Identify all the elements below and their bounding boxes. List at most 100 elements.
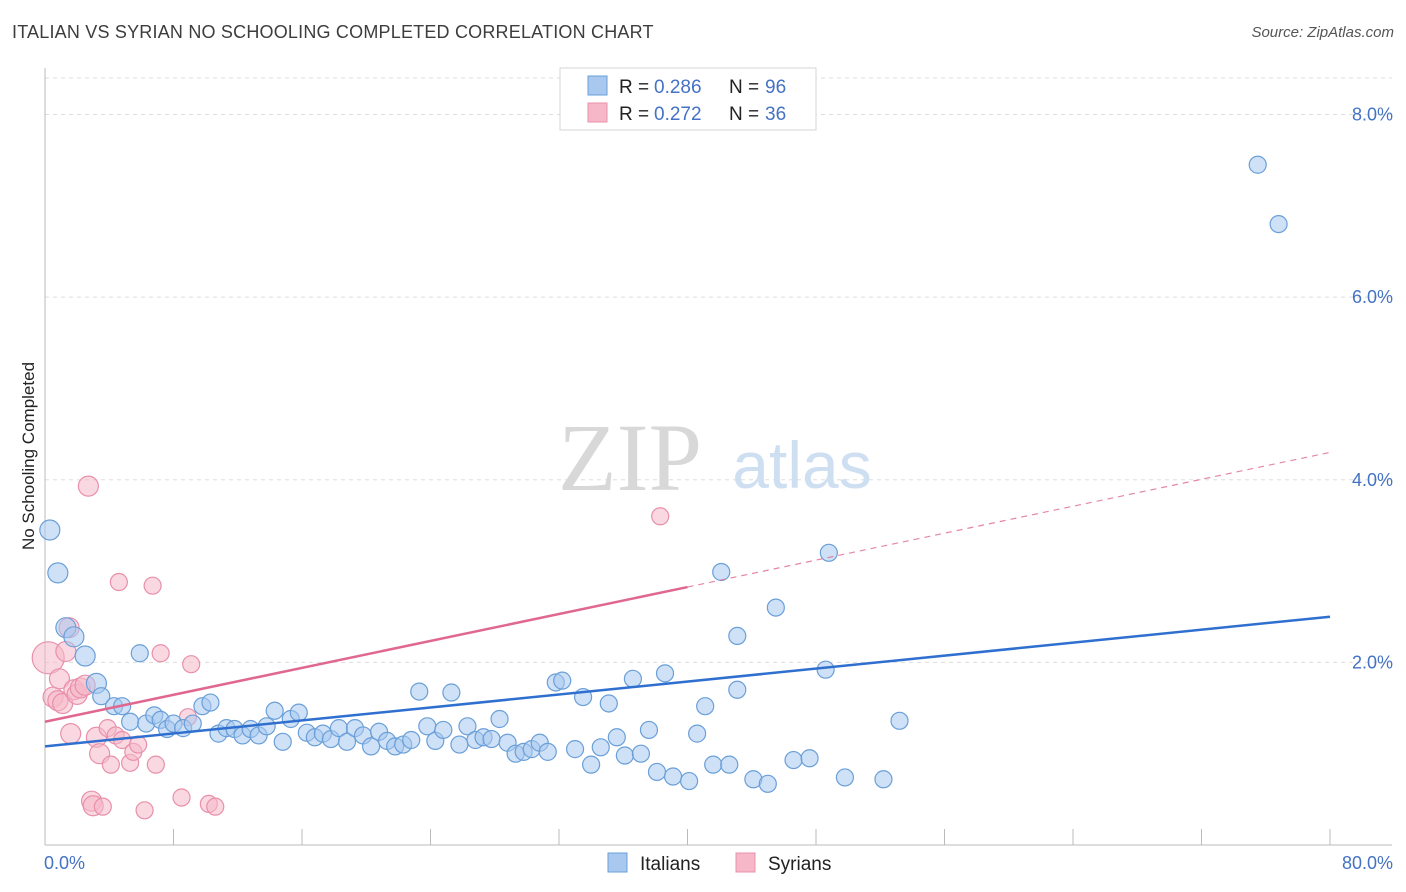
- italians-point-77: [680, 771, 699, 791]
- italians-point-82: [720, 755, 739, 774]
- italians-point-80: [704, 755, 723, 774]
- italians-point-92: [835, 768, 855, 787]
- italians-trend-line: [44, 615, 1331, 748]
- legend-r-value-syrians: 0.272: [654, 104, 702, 125]
- italians-point-17: [183, 714, 202, 733]
- italians-point-6: [92, 687, 111, 706]
- trend-lines: [44, 451, 1331, 748]
- italians-point-50: [450, 735, 469, 754]
- legend-r-label-italians: R =: [619, 77, 649, 98]
- bottom-legend-italians: Italians: [640, 854, 700, 875]
- italians-point-0: [39, 519, 61, 541]
- italians-point-26: [257, 717, 276, 736]
- syrians-point-35: [651, 507, 670, 526]
- italians-point-93: [874, 770, 893, 789]
- italians-point-27: [265, 701, 284, 720]
- y-axis-label: No Schooling Completed: [19, 362, 38, 550]
- italians-point-55: [490, 709, 509, 729]
- source-label: Source: ZipAtlas.com: [1251, 24, 1394, 41]
- italians-point-91: [819, 543, 838, 562]
- italians-point-49: [442, 683, 461, 702]
- syrians-point-26: [135, 801, 154, 820]
- italians-point-71: [623, 669, 642, 688]
- syrians-points: [31, 475, 670, 820]
- y-tick-label-2: 6.0%: [1352, 287, 1393, 307]
- legend-n-label-syrians: N =: [729, 104, 759, 125]
- syrians-point-28: [146, 755, 165, 774]
- italians-point-90: [816, 660, 835, 679]
- italians-point-86: [758, 774, 777, 793]
- italians-point-10: [130, 644, 149, 663]
- x-tick-labels: 0.0% 80.0%: [44, 853, 1393, 873]
- italians-point-30: [289, 703, 308, 722]
- italians-point-1: [47, 562, 69, 584]
- syrians-trend-line: [44, 585, 688, 723]
- italians-point-69: [607, 728, 626, 747]
- italians-points: [39, 155, 1288, 793]
- syrians-point-34: [206, 797, 225, 816]
- y-tick-label-1: 4.0%: [1352, 470, 1393, 490]
- italians-point-74: [647, 762, 667, 782]
- italians-point-75: [655, 664, 675, 683]
- italians-point-84: [728, 680, 747, 699]
- legend-r-label-syrians: R =: [619, 104, 649, 125]
- legend: R = 0.286 N = 96 R = 0.272 N = 36: [559, 67, 817, 131]
- italians-point-63: [553, 671, 572, 690]
- italians-point-70: [615, 746, 634, 765]
- italians-point-73: [639, 720, 659, 740]
- italians-point-88: [784, 750, 803, 770]
- y-tick-label-3: 8.0%: [1352, 105, 1393, 125]
- italians-point-83: [728, 626, 747, 646]
- italians-point-9: [121, 712, 140, 731]
- syrians-point-12: [77, 475, 99, 497]
- syrians-point-19: [101, 755, 120, 774]
- italians-point-72: [631, 744, 651, 763]
- italians-point-76: [663, 767, 683, 786]
- chart-title: ITALIAN VS SYRIAN NO SCHOOLING COMPLETED…: [12, 22, 654, 42]
- watermark-atlas: atlas: [732, 428, 871, 502]
- syrians-point-29: [151, 644, 170, 663]
- italians-point-54: [482, 729, 501, 749]
- x-tick-label-0: 0.0%: [44, 853, 85, 873]
- italians-point-19: [201, 693, 220, 712]
- italians-point-4: [74, 645, 96, 667]
- italians-point-28: [273, 732, 292, 751]
- y-tick-label-0: 2.0%: [1352, 652, 1393, 672]
- italians-point-87: [766, 598, 785, 617]
- bottom-legend: Italians Syrians: [607, 852, 831, 875]
- syrians-point-32: [182, 655, 201, 674]
- bottom-legend-swatch-italians: [607, 852, 628, 873]
- italians-point-81: [712, 562, 731, 582]
- legend-swatch-syrians: [587, 102, 608, 123]
- watermark-zip: ZIP: [558, 404, 702, 511]
- x-tick-label-1: 80.0%: [1342, 853, 1393, 873]
- syrians-point-3: [48, 668, 71, 690]
- italians-point-36: [337, 732, 357, 751]
- italians-point-48: [434, 720, 453, 740]
- syrians-point-21: [109, 572, 128, 592]
- italians-point-67: [591, 738, 610, 757]
- syrians-point-27: [143, 576, 162, 595]
- italians-point-51: [458, 717, 477, 736]
- italians-point-78: [688, 724, 707, 743]
- italians-point-39: [361, 737, 381, 756]
- italians-point-44: [402, 730, 421, 750]
- y-tick-labels: 2.0% 4.0% 6.0% 8.0%: [1352, 105, 1393, 673]
- syrians-point-7: [60, 723, 82, 745]
- italians-point-66: [582, 755, 601, 774]
- legend-n-label-italians: N =: [729, 77, 759, 98]
- italians-point-96: [1269, 214, 1288, 234]
- italians-point-68: [599, 694, 618, 713]
- syrians-point-30: [172, 788, 191, 807]
- legend-n-value-italians: 96: [765, 77, 786, 98]
- watermark: ZIP atlas: [558, 404, 872, 511]
- italians-point-79: [696, 697, 715, 716]
- syrians-point-17: [93, 797, 112, 816]
- legend-r-value-italians: 0.286: [654, 77, 702, 98]
- italians-point-45: [410, 682, 429, 701]
- bottom-legend-syrians: Syrians: [768, 854, 831, 875]
- italians-point-89: [800, 749, 819, 768]
- axes: [44, 68, 1392, 846]
- italians-point-64: [565, 740, 585, 759]
